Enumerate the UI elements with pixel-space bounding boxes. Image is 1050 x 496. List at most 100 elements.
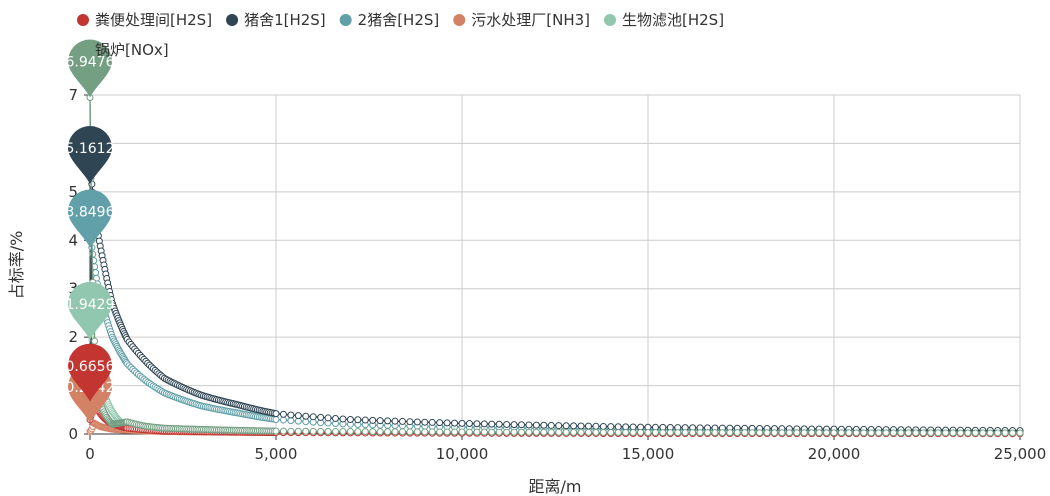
data-point <box>279 427 287 435</box>
y-tick-label: 5 <box>68 183 78 201</box>
data-point <box>495 420 503 428</box>
data-point <box>443 428 451 436</box>
data-point <box>875 429 883 437</box>
data-point <box>793 429 801 437</box>
series-4 <box>86 336 1024 437</box>
data-point <box>644 429 652 437</box>
data-point <box>406 428 414 436</box>
data-point <box>704 429 712 437</box>
data-point <box>317 413 325 421</box>
x-tick-label: 20,000 <box>808 445 861 463</box>
data-point <box>607 428 615 436</box>
data-point <box>547 428 555 436</box>
legend-label: 粪便处理间[H2S] <box>95 11 212 29</box>
legend-label: 2猪舍[H2S] <box>358 11 440 29</box>
legend-swatch <box>77 14 89 26</box>
data-point <box>339 415 347 423</box>
data-point <box>287 411 295 419</box>
data-point <box>272 410 280 418</box>
data-point <box>354 416 362 424</box>
data-point <box>986 429 994 437</box>
data-point <box>614 423 622 431</box>
data-point <box>540 421 548 429</box>
data-point <box>510 428 518 436</box>
x-tick-label: 15,000 <box>622 445 675 463</box>
data-point <box>860 429 868 437</box>
series-2 <box>86 244 1024 436</box>
legend-item[interactable]: 猪舍1[H2S] <box>226 11 326 29</box>
data-point <box>428 418 436 426</box>
data-point <box>890 429 898 437</box>
data-point <box>994 429 1002 437</box>
data-point <box>696 429 704 437</box>
data-point <box>629 429 637 437</box>
data-point <box>599 422 607 430</box>
data-point <box>332 427 340 435</box>
data-point <box>733 429 741 437</box>
data-point <box>532 428 540 436</box>
legend-item[interactable]: 生物滤池[H2S] <box>604 11 724 29</box>
series-5 <box>86 94 1024 437</box>
data-point <box>1016 429 1024 437</box>
peak-pin: 3.8496 <box>66 189 115 248</box>
data-point <box>294 412 302 420</box>
data-point <box>785 429 793 437</box>
data-point <box>971 429 979 437</box>
data-point <box>287 417 295 425</box>
data-point <box>384 428 392 436</box>
data-point <box>756 429 764 437</box>
data-point <box>480 420 488 428</box>
peak-label: 1.9429 <box>66 297 115 313</box>
legend-item[interactable]: 锅炉[NOx] <box>77 41 169 59</box>
peak-pin-shape <box>67 189 112 248</box>
data-point <box>540 428 548 436</box>
data-point <box>272 427 280 435</box>
data-point <box>919 429 927 437</box>
legend-item[interactable]: 污水处理厂[NH3] <box>453 11 590 29</box>
data-point <box>413 428 421 436</box>
data-point <box>1009 429 1017 437</box>
data-point <box>1001 429 1009 437</box>
data-point <box>361 428 369 436</box>
data-point <box>741 429 749 437</box>
data-point <box>465 420 473 428</box>
data-point <box>518 428 526 436</box>
legend-swatch <box>226 14 239 26</box>
series-line <box>89 183 1021 432</box>
data-point <box>897 429 905 437</box>
data-point <box>584 422 592 430</box>
data-point <box>562 422 570 430</box>
data-point <box>837 429 845 437</box>
data-point <box>272 415 280 423</box>
data-point <box>332 414 340 422</box>
data-point <box>398 417 406 425</box>
data-point <box>637 429 645 437</box>
data-point <box>577 422 585 430</box>
data-point <box>748 429 756 437</box>
y-tick-label: 0 <box>68 425 78 443</box>
series-line <box>89 97 1021 434</box>
legend-item[interactable]: 2猪舍[H2S] <box>339 11 440 29</box>
data-point <box>845 429 853 437</box>
y-tick-label: 3 <box>68 280 78 298</box>
data-point <box>815 429 823 437</box>
data-point <box>376 417 384 425</box>
data-point <box>421 418 429 426</box>
data-point <box>346 415 354 423</box>
legend-swatch <box>453 14 466 26</box>
data-point <box>443 419 451 427</box>
data-point <box>770 429 778 437</box>
data-point <box>882 429 890 437</box>
peak-pin-shape <box>67 281 112 340</box>
x-tick-label: 0 <box>85 445 95 463</box>
data-point <box>413 418 421 426</box>
data-point <box>718 429 726 437</box>
data-point <box>934 429 942 437</box>
data-point <box>949 429 957 437</box>
data-point <box>823 429 831 437</box>
data-point <box>592 422 600 430</box>
data-point <box>547 421 555 429</box>
data-point <box>465 428 473 436</box>
legend-item[interactable]: 粪便处理间[H2S] <box>77 11 212 29</box>
